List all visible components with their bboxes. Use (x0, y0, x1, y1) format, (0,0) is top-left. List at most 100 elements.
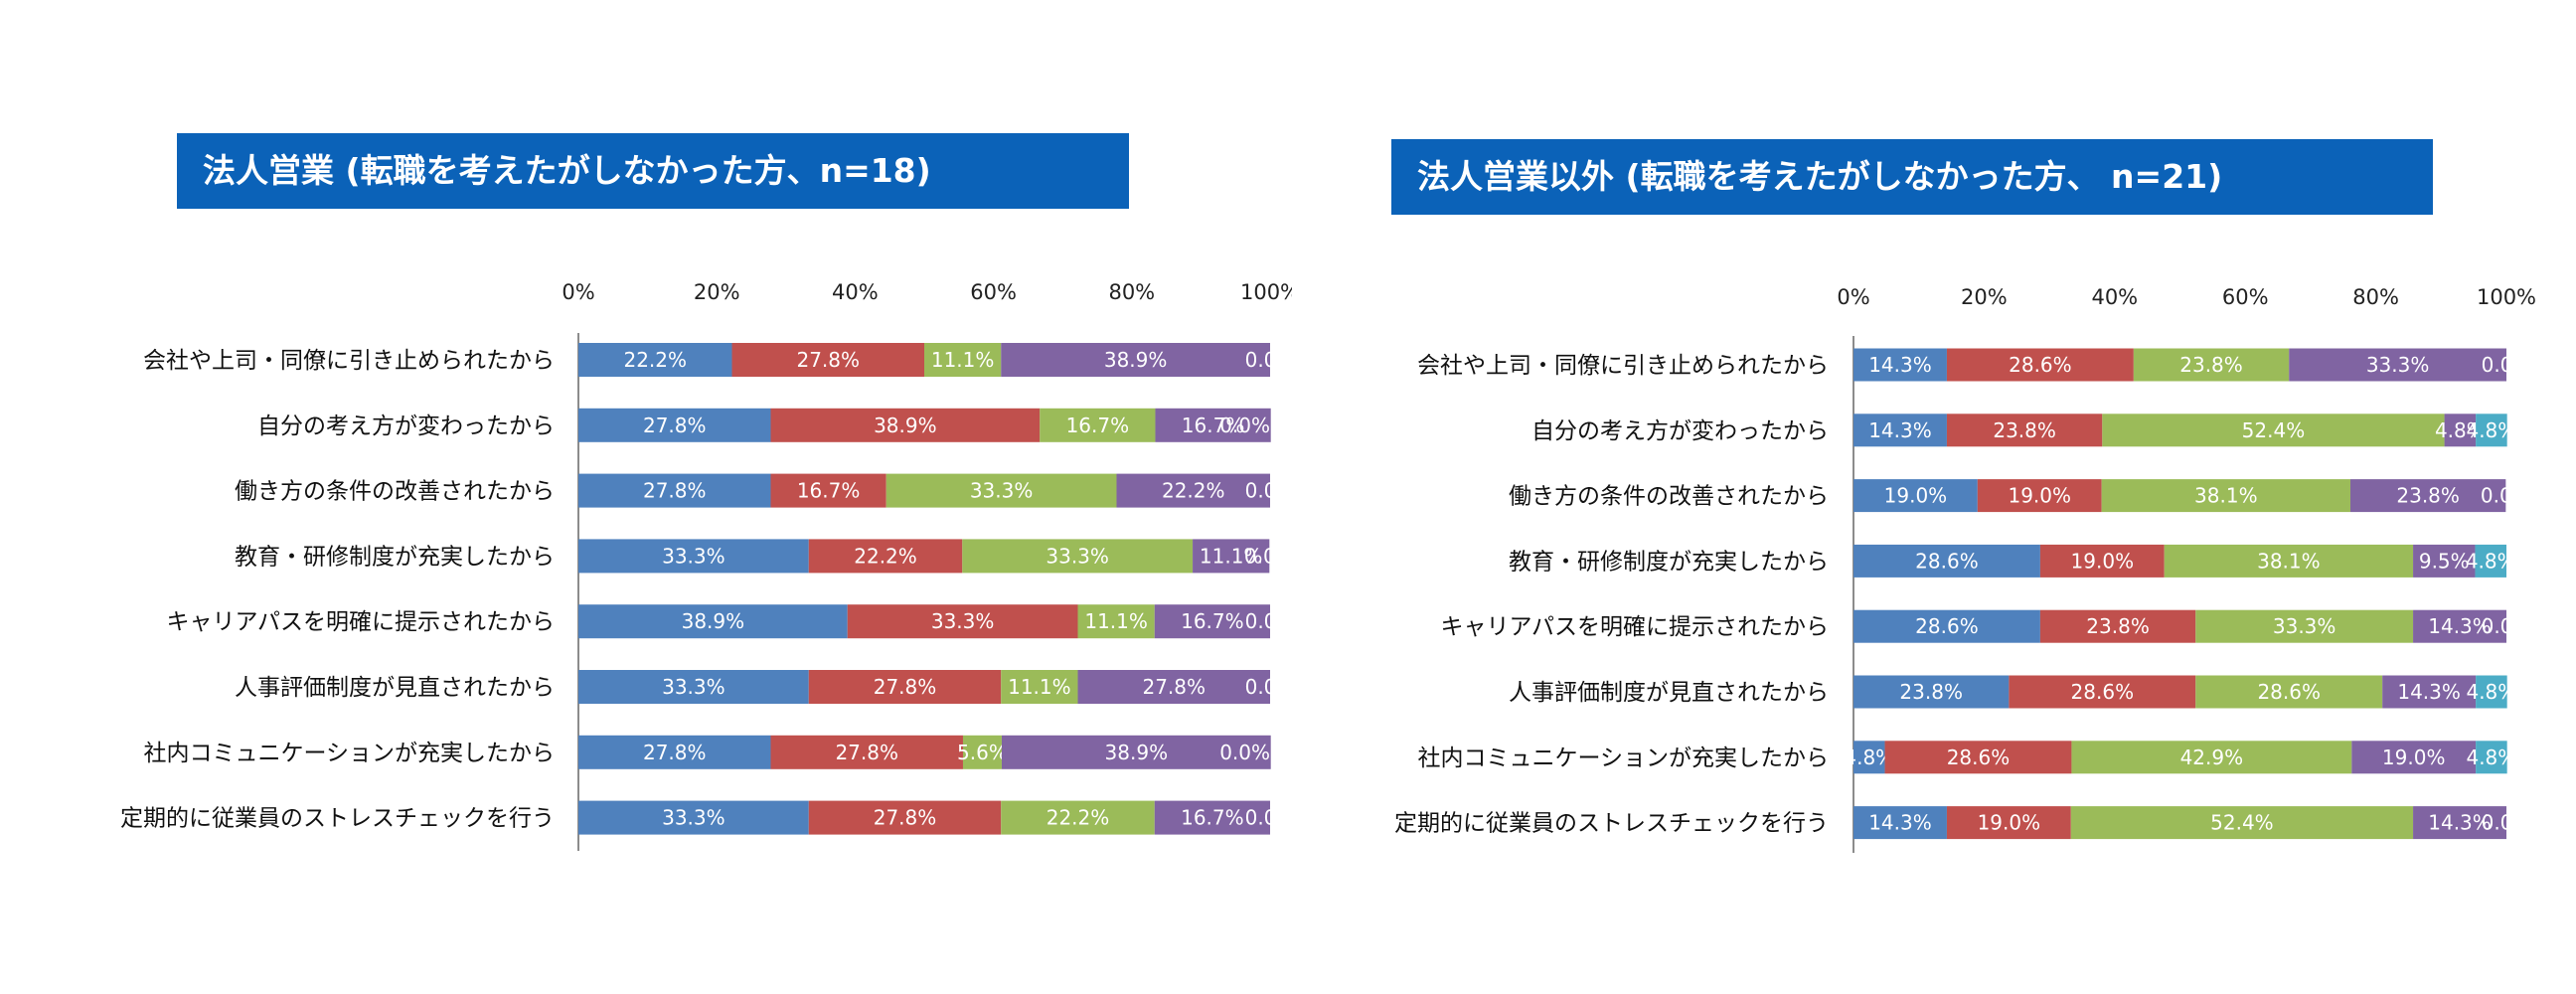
data-label: 14.3% (1868, 353, 1932, 377)
bar-segment (808, 670, 1002, 704)
x-tick-label: 60% (970, 280, 1017, 304)
data-label: 19.0% (1978, 811, 2041, 835)
category-label: 定期的に従業員のストレスチェックを行う (120, 806, 555, 832)
data-label: 23.8% (2086, 614, 2150, 638)
category-label: 働き方の条件の改善されたから (235, 479, 555, 505)
stacked-bar-chart-sales: 0% 20% 40% 60% 80% 100% 会社や上司・同僚に引き止められたから 22.2… (120, 280, 1292, 851)
bar-segment (731, 343, 924, 377)
data-label: 23.8% (1993, 418, 2056, 442)
data-label: 28.6% (2009, 353, 2072, 377)
data-label: 4.8% (2466, 418, 2516, 442)
bar-segment (1001, 800, 1155, 835)
data-label: 38.9% (874, 414, 937, 437)
data-label: 38.1% (2257, 549, 2321, 573)
bar-segment (1946, 806, 2071, 840)
x-tick-label: 60% (2222, 285, 2269, 309)
data-label: 14.3% (1868, 811, 1932, 835)
bar-segment (1853, 479, 1978, 513)
data-label: 27.8% (643, 414, 707, 437)
data-label: 11.1% (931, 348, 995, 372)
bar-segment (578, 408, 771, 442)
bar-segment (578, 735, 771, 769)
bar-segment (1001, 343, 1270, 377)
data-label: 14.3% (1868, 418, 1932, 442)
data-label: 42.9% (2180, 746, 2244, 769)
data-label: 14.3% (2428, 614, 2492, 638)
data-label: 33.3% (662, 675, 725, 699)
bar-segment (2102, 414, 2445, 447)
bar-segment (1853, 544, 2040, 578)
data-label: 52.4% (2242, 418, 2306, 442)
data-label: 16.7% (1066, 414, 1130, 437)
bar-segment (1853, 675, 2010, 709)
data-label: 0.0% (1245, 479, 1292, 503)
x-tick-label: 0% (562, 280, 594, 304)
data-label: 33.3% (970, 479, 1034, 503)
data-label: 16.7% (797, 479, 861, 503)
bar-segment (1853, 348, 1947, 382)
bar-segment (886, 473, 1117, 508)
data-label: 22.2% (854, 544, 917, 568)
bar-segment (2476, 675, 2507, 709)
data-label: 33.3% (1046, 544, 1109, 568)
data-label: 19.0% (2071, 549, 2135, 573)
bar-segment (770, 408, 1041, 442)
bar-segment (1946, 414, 2103, 447)
category-label: 社内コミュニケーションが充実したから (1417, 746, 1829, 771)
data-label: 19.0% (2008, 484, 2071, 508)
category-label: 自分の考え方が変わったから (257, 414, 555, 439)
bar-segment (1077, 670, 1270, 704)
data-label: 16.7% (1181, 609, 1244, 633)
category-label: 人事評価制度が見直されたから (235, 675, 555, 701)
data-label: 0.0% (2482, 811, 2532, 835)
bar-segment (1946, 348, 2134, 382)
bar-segment (578, 670, 809, 704)
data-label: 5.6% (957, 741, 1008, 764)
category-label: キャリアパスを明確に提示されたから (1440, 614, 1829, 640)
bar-segment (2133, 348, 2290, 382)
bar-segment (578, 604, 848, 639)
data-label: 16.7% (1181, 806, 1244, 830)
bar-segment (2444, 414, 2477, 447)
bar-segment (2039, 544, 2165, 578)
bar-segment (578, 473, 771, 508)
stacked-bar-chart-non-sales: 0% 20% 40% 60% 80% 100% 会社や上司・同僚に引き止められたから 14.3… (1394, 285, 2536, 853)
x-tick-label: 20% (694, 280, 740, 304)
category-label: 働き方の条件の改善されたから (1509, 484, 1829, 510)
data-label: 27.8% (796, 348, 860, 372)
data-label: 4.8% (2466, 549, 2516, 573)
x-tick-label: 0% (1837, 285, 1869, 309)
category-label: 自分の考え方が変わったから (1531, 418, 1829, 444)
bar-segment (2101, 479, 2350, 513)
data-label: 0.0% (2481, 484, 2531, 508)
data-label: 38.9% (1105, 741, 1169, 764)
data-label: 19.0% (1884, 484, 1948, 508)
chart-title: 法人営業以外 (転職を考えたがしなかった方、 n=21) (1391, 139, 2433, 215)
bar-segment (578, 800, 809, 835)
bar-segment (2475, 544, 2506, 578)
bar-segment (2413, 609, 2506, 643)
x-tick-label: 100% (1240, 280, 1292, 304)
data-label: 0.0% (1245, 609, 1292, 633)
bar-segment (2289, 348, 2506, 382)
bar-segment (808, 539, 963, 574)
data-label: 27.8% (1142, 675, 1206, 699)
bar-segment (2413, 806, 2506, 840)
bar-segment (1977, 479, 2102, 513)
data-label: 27.8% (874, 806, 937, 830)
data-label: 52.4% (2210, 811, 2274, 835)
bar-segment (2071, 741, 2352, 774)
data-label: 28.6% (1915, 549, 1979, 573)
x-tick-label: 40% (2091, 285, 2138, 309)
bar-segment (2476, 414, 2507, 447)
data-label: 38.9% (1104, 348, 1168, 372)
x-tick-label: 80% (2352, 285, 2399, 309)
category-label: 教育・研修制度が充実したから (235, 544, 555, 570)
data-label: 0.0% (2482, 353, 2532, 377)
data-label: 23.8% (2396, 484, 2460, 508)
bar-segment (770, 473, 886, 508)
data-label: 33.3% (2366, 353, 2430, 377)
x-tick-label: 80% (1108, 280, 1155, 304)
x-tick-label: 100% (2477, 285, 2536, 309)
bar-segment (847, 604, 1078, 639)
